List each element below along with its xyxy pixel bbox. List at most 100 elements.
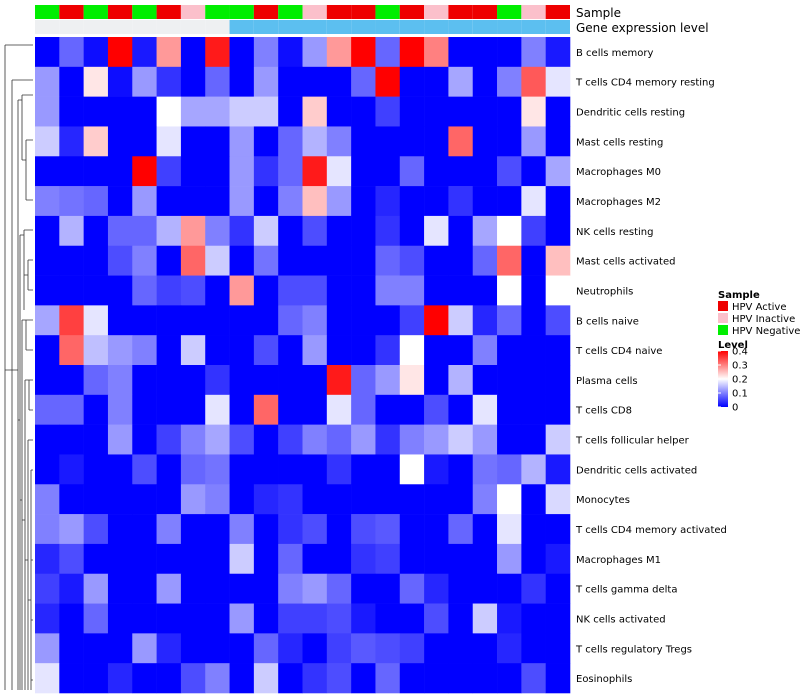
- heatmap-cell: [35, 335, 60, 366]
- heatmap-cell: [35, 454, 60, 485]
- heatmap-cell: [497, 663, 522, 694]
- heatmap-cell: [35, 365, 60, 396]
- heatmap-cell: [59, 245, 84, 276]
- heatmap-cell: [107, 603, 133, 634]
- row-label: Eosinophils: [576, 674, 632, 685]
- heatmap-cell: [448, 484, 474, 515]
- legend-label-inactive: HPV Inactive: [732, 314, 795, 325]
- heatmap-cell: [107, 305, 133, 336]
- gene-annotation-cell: [326, 20, 352, 34]
- heatmap-cell: [326, 543, 352, 575]
- heatmap-cell: [83, 96, 109, 127]
- heatmap-cell: [156, 66, 182, 97]
- heatmap-cell: [83, 156, 109, 187]
- heatmap-cell: [375, 96, 401, 127]
- heatmap-cell: [472, 156, 498, 187]
- heatmap-cell: [472, 394, 498, 425]
- heatmap-cell: [83, 484, 109, 515]
- heatmap-cell: [375, 66, 401, 97]
- heatmap-cell: [59, 454, 84, 485]
- heatmap-cell: [278, 394, 303, 425]
- heatmap-cell: [132, 37, 157, 68]
- heatmap-cell: [156, 633, 182, 664]
- heatmap-cell: [497, 543, 522, 575]
- heatmap-cell: [302, 96, 328, 127]
- heatmap-cell: [497, 484, 522, 515]
- heatmap-cell: [253, 514, 279, 545]
- heatmap-cell: [35, 484, 60, 515]
- heatmap-cell: [351, 275, 376, 306]
- heatmap-cell: [229, 275, 255, 306]
- heatmap-cell: [59, 126, 84, 157]
- heatmap-cell: [448, 394, 474, 425]
- row-label: Macrophages M0: [576, 167, 661, 178]
- heatmap-cell: [472, 335, 498, 366]
- row-label: T cells CD8: [575, 406, 632, 417]
- heatmap-cell: [424, 365, 449, 396]
- heatmap-cell: [302, 245, 328, 276]
- heatmap-cell: [107, 156, 133, 187]
- heatmap-cell: [35, 633, 60, 664]
- sample-annotation-cell: [83, 5, 108, 19]
- heatmap-cell: [424, 663, 449, 694]
- heatmap-cell: [326, 633, 352, 664]
- heatmap-cell: [156, 454, 182, 485]
- heatmap-cell: [302, 394, 328, 425]
- sample-annotation-cell: [59, 5, 84, 19]
- heatmap-cell: [205, 454, 230, 485]
- heatmap-cell: [302, 633, 328, 664]
- heatmap-cell: [156, 156, 182, 187]
- heatmap-cell: [278, 96, 303, 127]
- heatmap-cell: [205, 275, 230, 306]
- heatmap-cell: [253, 633, 279, 664]
- row-label: B cells naive: [576, 316, 639, 327]
- heatmap-cell: [278, 126, 303, 157]
- heatmap-cell: [521, 394, 546, 425]
- sample-annotation-cell: [497, 5, 522, 19]
- heatmap-cell: [35, 573, 60, 604]
- heatmap-cell: [107, 215, 133, 247]
- heatmap-cell: [156, 663, 182, 694]
- heatmap-cell: [132, 454, 157, 485]
- heatmap-cell: [229, 573, 255, 604]
- heatmap-cell: [83, 365, 109, 396]
- sample-annotation-cell: [278, 5, 303, 19]
- heatmap-cell: [375, 126, 401, 157]
- heatmap-cell: [132, 514, 157, 545]
- heatmap-cell: [351, 305, 376, 336]
- heatmap-cell: [302, 603, 328, 634]
- heatmap-cell: [156, 215, 182, 247]
- heatmap-cell: [156, 305, 182, 336]
- heatmap-cell: [107, 514, 133, 545]
- legend-swatch-inactive: [718, 313, 728, 323]
- heatmap-cell: [545, 394, 571, 425]
- heatmap-cell: [545, 663, 571, 694]
- heatmap-cell: [156, 603, 182, 634]
- sample-annotation-cell: [180, 5, 206, 19]
- heatmap-cell: [205, 156, 230, 187]
- heatmap-cell: [35, 275, 60, 306]
- heatmap-cell: [424, 37, 449, 68]
- heatmap-cell: [253, 245, 279, 276]
- heatmap-cell: [545, 454, 571, 485]
- heatmap-cell: [448, 66, 474, 97]
- heatmap-cell: [375, 484, 401, 515]
- heatmap-cell: [424, 126, 449, 157]
- heatmap-cell: [399, 215, 425, 247]
- sample-annotation-cell: [156, 5, 181, 19]
- heatmap-cell: [399, 633, 425, 664]
- level-legend: Level 0.4 0.3 0.2 0.1 0: [718, 340, 748, 414]
- heatmap-cell: [326, 514, 352, 545]
- heatmap-cell: [205, 335, 230, 366]
- sample-annotation-label: Sample: [576, 6, 621, 20]
- heatmap-cell: [302, 365, 328, 396]
- row-labels: B cells memory T cells CD4 memory resting…: [575, 48, 727, 685]
- sample-annotation-cell: [302, 5, 327, 19]
- heatmap-cell: [180, 484, 206, 515]
- level-tick-label: 0.2: [732, 375, 748, 386]
- row-label: Macrophages M2: [576, 197, 661, 208]
- gene-annotation-cell: [278, 20, 303, 34]
- heatmap-cell: [302, 37, 328, 68]
- row-label: T cells gamma delta: [575, 585, 677, 596]
- row-label: Macrophages M1: [576, 555, 661, 566]
